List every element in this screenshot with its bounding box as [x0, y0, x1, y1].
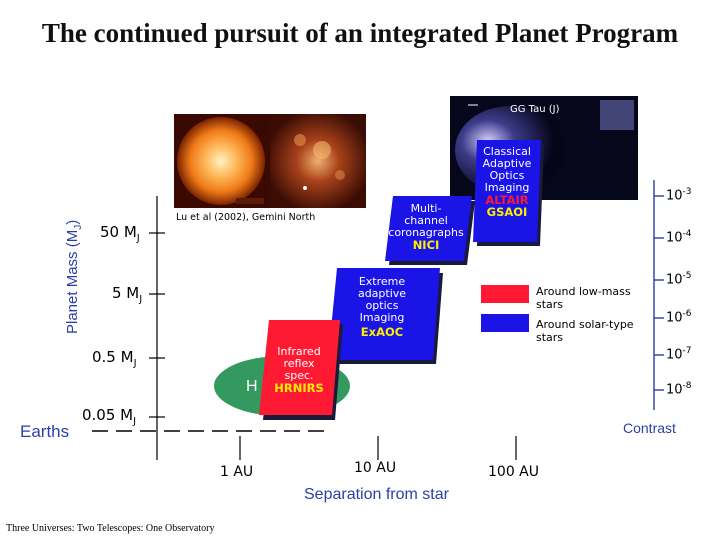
- mass-tick-label-0-05: 0.05 MJ: [82, 406, 137, 427]
- contrast-tick-label: 10-4: [666, 229, 692, 246]
- star-image: [174, 114, 270, 208]
- contrast-tick-label: 10-3: [666, 187, 692, 204]
- legend-text-low-mass: Around low-mass stars: [536, 285, 631, 311]
- image-credit: Lu et al (2002), Gemini North: [176, 212, 316, 223]
- separation-tick-label-10au: 10 AU: [354, 460, 397, 476]
- legend-swatch-solar-type: [481, 314, 529, 332]
- page-title: The continued pursuit of an integrated P…: [41, 18, 679, 48]
- contrast-tick-label: 10-6: [666, 309, 692, 326]
- mass-tick-label-50: 50 MJ: [100, 223, 140, 244]
- separation-axis: [239, 436, 517, 460]
- separation-tick-label-100au: 100 AU: [488, 464, 539, 480]
- contrast-tick-label: 10-5: [666, 271, 692, 288]
- contrast-tick-label: 10-8: [666, 381, 692, 398]
- separation-tick-label-1au: 1 AU: [220, 464, 254, 480]
- classical-ao-box: Classical Adaptive Optics Imaging ALTAIR…: [482, 145, 532, 219]
- contrast-axis: [653, 180, 664, 410]
- contrast-axis-label: Contrast: [623, 420, 676, 436]
- legend-text-solar-type: Around solar-type stars: [536, 318, 634, 344]
- mass-tick-label-5: 5 MJ: [112, 284, 143, 305]
- extreme-ao-box: Extreme adaptive optics Imaging ExAOC: [357, 275, 407, 339]
- multichannel-box-shape: [385, 196, 475, 265]
- speckle-image: [270, 114, 366, 208]
- habitable-zone-label: H: [246, 378, 258, 395]
- mass-axis: [149, 196, 165, 460]
- classical-ao-box-shape: [473, 140, 544, 246]
- gg-tau-label: GG Tau (J): [510, 104, 560, 115]
- extreme-ao-box-shape: [328, 268, 443, 364]
- legend-swatch-low-mass: [481, 285, 529, 303]
- footer-text: Three Universes: Two Telescopes: One Obs…: [6, 523, 215, 534]
- infrared-box-shape: [259, 320, 343, 420]
- multichannel-box: Multi- channel coronagraphs NICI: [388, 202, 464, 252]
- earths-label: Earths: [20, 422, 70, 441]
- infrared-box: Infrared reflex spec. HRNIRS: [274, 345, 324, 395]
- separation-axis-label: Separation from star: [304, 486, 449, 503]
- mass-tick-label-0-5: 0.5 MJ: [92, 348, 137, 369]
- y-axis-label: Planet Mass (MJ): [64, 219, 84, 334]
- contrast-tick-label: 10-7: [666, 346, 692, 363]
